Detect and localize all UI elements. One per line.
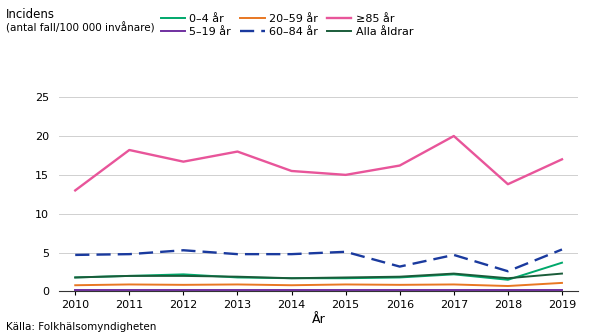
Legend: 0–4 år, 5–19 år, 20–59 år, 60–84 år, ≥85 år, Alla åldrar: 0–4 år, 5–19 år, 20–59 år, 60–84 år, ≥85… — [160, 14, 413, 37]
X-axis label: År: År — [312, 313, 326, 326]
Text: (antal fall/100 000 invånare): (antal fall/100 000 invånare) — [6, 22, 155, 33]
Text: Incidens: Incidens — [6, 8, 55, 21]
Text: Källa: Folkhälsomyndigheten: Källa: Folkhälsomyndigheten — [6, 322, 156, 332]
